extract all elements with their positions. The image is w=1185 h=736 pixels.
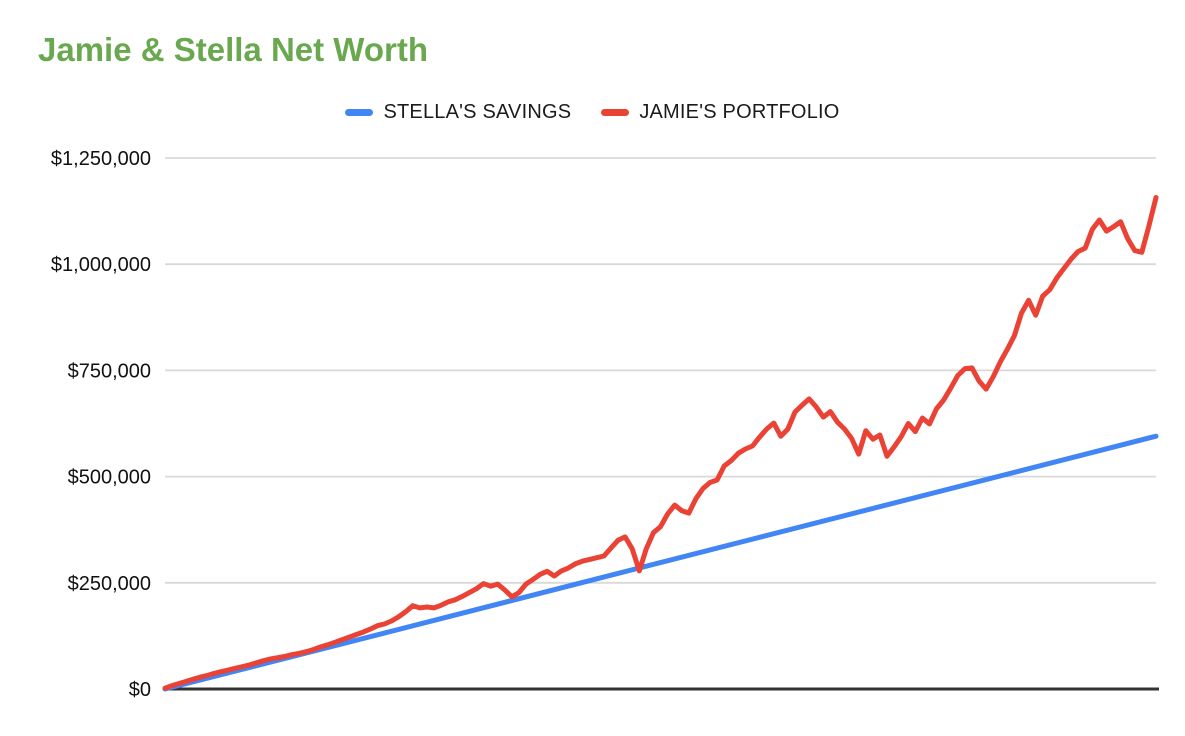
legend-swatch-stellas-savings bbox=[345, 109, 374, 116]
chart-legend: STELLA'S SAVINGS JAMIE'S PORTFOLIO bbox=[0, 101, 1185, 124]
legend-swatch-jamies-portfolio bbox=[601, 109, 630, 116]
y-axis-tick-label: $1,250,000 bbox=[51, 148, 151, 170]
series-line-jamie-s-portfolio bbox=[162, 195, 1159, 691]
y-axis-tick-label: $750,000 bbox=[68, 360, 151, 382]
legend-label-stellas-savings: STELLA'S SAVINGS bbox=[383, 101, 572, 123]
y-axis-tick-label: $500,000 bbox=[68, 467, 151, 489]
chart-title: Jamie & Stella Net Worth bbox=[38, 31, 428, 68]
y-axis-tick-label: $0 bbox=[129, 679, 151, 701]
legend-item-stellas-savings: STELLA'S SAVINGS bbox=[345, 101, 571, 124]
legend-label-jamies-portfolio: JAMIE'S PORTFOLIO bbox=[639, 101, 840, 123]
series-line-stella-s-savings bbox=[162, 433, 1159, 692]
y-axis-tick-label: $1,000,000 bbox=[51, 254, 151, 276]
legend-item-jamies-portfolio: JAMIE'S PORTFOLIO bbox=[601, 101, 839, 124]
y-axis-tick-label: $250,000 bbox=[68, 573, 151, 595]
